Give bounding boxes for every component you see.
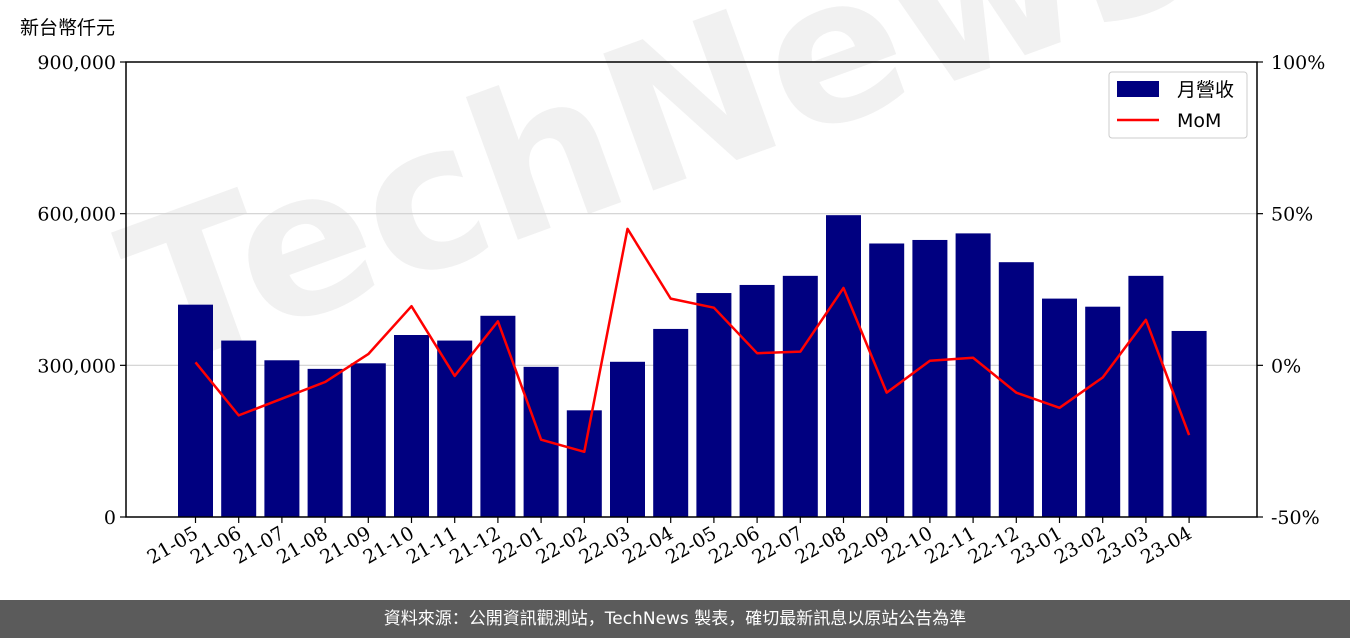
right-y-axis: -50% 0% 50% 100% (1257, 52, 1325, 529)
footer-text: 資料來源：公開資訊觀測站，TechNews 製表，確切最新訊息以原站公告為準 (383, 609, 967, 629)
right-tick-label: -50% (1271, 507, 1320, 529)
x-tick-label: 23-04 (1137, 522, 1195, 568)
bar-23-04 (1171, 330, 1207, 517)
bar-22-03 (610, 361, 645, 517)
bar-22-05 (696, 293, 732, 517)
left-tick-label: 300,000 (37, 355, 116, 377)
bar-22-10 (912, 239, 948, 517)
bar-22-11 (955, 233, 991, 517)
plot-frame (125, 61, 1258, 518)
left-tick-label: 600,000 (37, 204, 116, 226)
bar-series (178, 215, 1207, 517)
bar-22-12 (998, 262, 1034, 517)
bar-23-02 (1085, 306, 1121, 517)
bar-22-08 (826, 215, 861, 517)
left-y-axis: 0 300,000 600,000 900,000 (37, 52, 126, 529)
bar-21-09 (350, 363, 386, 517)
bar-21-06 (221, 340, 257, 517)
right-tick-label: 0% (1271, 355, 1301, 377)
bar-22-02 (566, 410, 602, 517)
footer-source-note: 資料來源：公開資訊觀測站，TechNews 製表，確切最新訊息以原站公告為準 (0, 600, 1350, 638)
bar-22-04 (653, 328, 689, 517)
x-axis: 21-0521-0621-0721-0821-0921-1021-1121-12… (144, 517, 1196, 569)
legend-swatch-bar (1117, 81, 1159, 97)
left-tick-label: 900,000 (37, 52, 116, 74)
bar-22-09 (869, 243, 905, 517)
legend-label-line: MoM (1177, 110, 1221, 132)
bar-21-11 (437, 340, 473, 517)
left-tick-label: 0 (104, 507, 116, 529)
right-tick-label: 50% (1271, 204, 1313, 226)
bar-21-12 (480, 315, 516, 517)
right-tick-label: 100% (1271, 52, 1325, 74)
bar-21-10 (394, 335, 429, 517)
bar-23-03 (1128, 275, 1164, 517)
legend: 月營收 MoM (1108, 71, 1248, 139)
bar-22-07 (782, 275, 818, 517)
bar-21-07 (264, 360, 300, 517)
bar-21-08 (307, 368, 343, 517)
bar-21-05 (178, 304, 213, 517)
mom-line (194, 227, 1191, 454)
unit-label: 新台幣仟元 (20, 17, 115, 39)
mom-line-series (194, 227, 1191, 454)
bar-22-06 (739, 284, 775, 517)
legend-label-bar: 月營收 (1177, 79, 1234, 101)
